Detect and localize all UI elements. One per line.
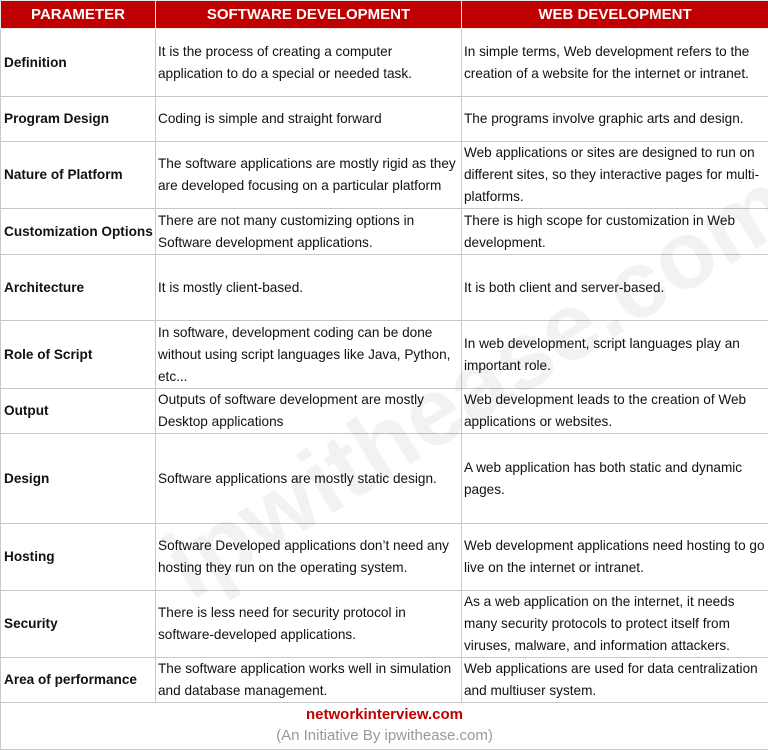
footer-cell: networkinterview.com (An Initiative By ip… <box>0 702 768 750</box>
web-cell: It is both client and server-based. <box>461 254 768 321</box>
table-row: Program Design Coding is simple and strai… <box>0 96 768 142</box>
web-cell: Web applications or sites are designed t… <box>461 141 768 209</box>
footer-row: networkinterview.com (An Initiative By ip… <box>0 702 768 750</box>
software-cell: There is less need for security protocol… <box>155 590 462 658</box>
header-web: WEB DEVELOPMENT <box>461 0 768 29</box>
table-row: Design Software applications are mostly s… <box>0 433 768 524</box>
web-cell: Web development applications need hostin… <box>461 523 768 591</box>
software-cell: Software applications are mostly static … <box>155 433 462 524</box>
table-row: Security There is less need for security … <box>0 590 768 658</box>
table-row: Output Outputs of software development ar… <box>0 388 768 434</box>
table-row: Definition It is the process of creating … <box>0 28 768 97</box>
software-cell: It is the process of creating a computer… <box>155 28 462 97</box>
header-row: PARAMETER SOFTWARE DEVELOPMENT WEB DEVEL… <box>0 0 768 29</box>
web-cell: A web application has both static and dy… <box>461 433 768 524</box>
software-cell: Software Developed applications don’t ne… <box>155 523 462 591</box>
software-cell: There are not many customizing options i… <box>155 208 462 255</box>
web-cell: The programs involve graphic arts and de… <box>461 96 768 142</box>
software-cell: Coding is simple and straight forward <box>155 96 462 142</box>
parameter-cell: Role of Script <box>0 320 156 389</box>
parameter-cell: Architecture <box>0 254 156 321</box>
web-cell: Web applications are used for data centr… <box>461 657 768 703</box>
web-cell: In web development, script languages pla… <box>461 320 768 389</box>
parameter-cell: Hosting <box>0 523 156 591</box>
table-row: Architecture It is mostly client-based. It… <box>0 254 768 321</box>
table-row: Role of Script In software, development c… <box>0 320 768 389</box>
web-cell: In simple terms, Web development refers … <box>461 28 768 97</box>
software-cell: In software, development coding can be d… <box>155 320 462 389</box>
site-name: networkinterview.com <box>306 706 463 723</box>
parameter-cell: Definition <box>0 28 156 97</box>
parameter-cell: Output <box>0 388 156 434</box>
parameter-cell: Nature of Platform <box>0 141 156 209</box>
parameter-cell: Security <box>0 590 156 658</box>
software-cell: The software applications are mostly rig… <box>155 141 462 209</box>
parameter-cell: Design <box>0 433 156 524</box>
web-cell: As a web application on the internet, it… <box>461 590 768 658</box>
table-row: Area of performance The software applicat… <box>0 657 768 703</box>
web-cell: Web development leads to the creation of… <box>461 388 768 434</box>
parameter-cell: Area of performance <box>0 657 156 703</box>
table-row: Nature of Platform The software applicati… <box>0 141 768 209</box>
initiative-text: (An Initiative By ipwithease.com) <box>276 727 493 744</box>
software-cell: The software application works well in s… <box>155 657 462 703</box>
header-parameter: PARAMETER <box>0 0 156 29</box>
table-row: Customization Options There are not many … <box>0 208 768 255</box>
web-cell: There is high scope for customization in… <box>461 208 768 255</box>
parameter-cell: Customization Options <box>0 208 156 255</box>
parameter-cell: Program Design <box>0 96 156 142</box>
table-row: Hosting Software Developed applications d… <box>0 523 768 591</box>
software-cell: It is mostly client-based. <box>155 254 462 321</box>
software-cell: Outputs of software development are most… <box>155 388 462 434</box>
header-software: SOFTWARE DEVELOPMENT <box>155 0 462 29</box>
